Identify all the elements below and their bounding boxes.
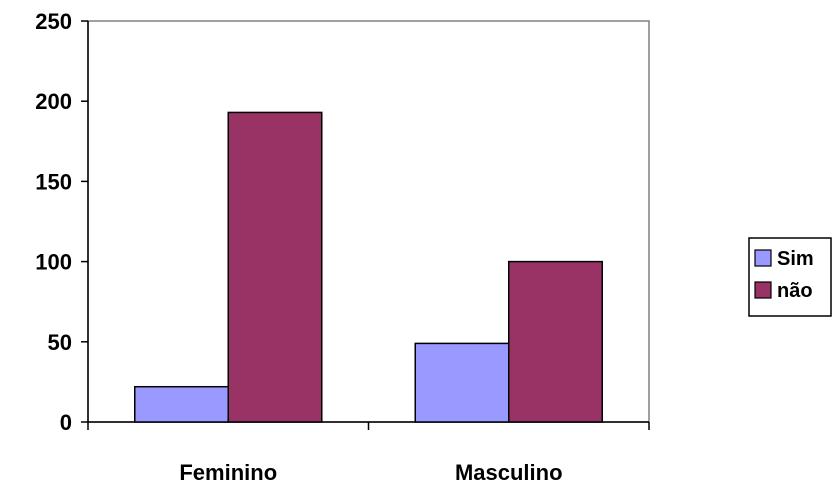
bars bbox=[134, 111, 603, 423]
x-category-label: Masculino bbox=[455, 460, 563, 485]
y-axis: 0 50 100 150 200 250 bbox=[35, 9, 89, 435]
y-tick-label: 250 bbox=[35, 9, 72, 34]
y-tick-label: 200 bbox=[35, 89, 72, 114]
legend-label: não bbox=[777, 280, 813, 302]
x-axis: Feminino Masculino bbox=[87, 421, 650, 485]
bar-sim bbox=[134, 385, 229, 423]
plot-area: 0 50 100 150 200 250 Feminino Masculino bbox=[35, 9, 650, 485]
y-tick-label: 50 bbox=[48, 330, 72, 355]
bar-nao bbox=[508, 260, 603, 423]
legend: Sim não bbox=[748, 237, 832, 317]
legend-swatch bbox=[754, 249, 772, 267]
legend-label: Sim bbox=[777, 248, 814, 270]
bar-nao bbox=[227, 111, 323, 423]
y-tick-label: 0 bbox=[60, 410, 72, 435]
y-tick-label: 150 bbox=[35, 169, 72, 194]
y-tick-label: 100 bbox=[35, 250, 72, 275]
x-category-label: Feminino bbox=[179, 460, 277, 485]
legend-swatch bbox=[754, 281, 772, 299]
bar-sim bbox=[414, 342, 510, 423]
